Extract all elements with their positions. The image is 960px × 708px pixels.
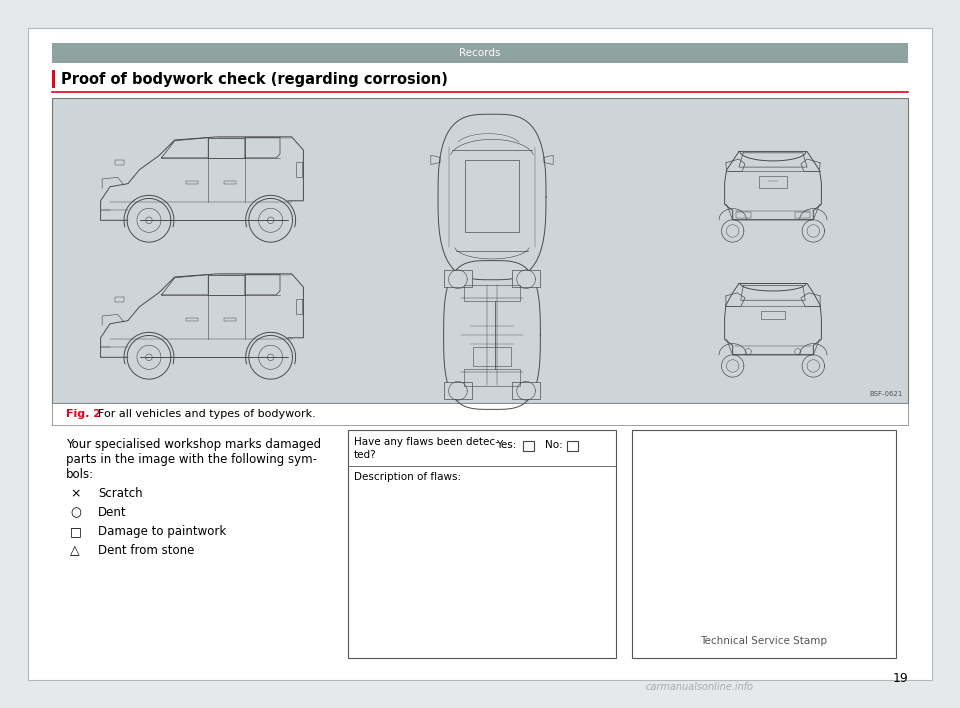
Bar [464, 369, 520, 387]
Text: Scratch: Scratch [98, 487, 143, 500]
Text: Description of flaws:: Description of flaws: [354, 472, 461, 482]
Bar [444, 270, 471, 287]
Text: Your specialised workshop marks damaged: Your specialised workshop marks damaged [66, 438, 322, 451]
Text: Dent from stone: Dent from stone [98, 544, 194, 557]
Text: For all vehicles and types of bodywork.: For all vehicles and types of bodywork. [98, 409, 316, 419]
Bar [465, 159, 519, 232]
Bar [473, 348, 511, 366]
Text: parts in the image with the following sym-: parts in the image with the following sy… [66, 453, 317, 466]
Bar [52, 43, 908, 63]
Text: Dent: Dent [98, 506, 127, 519]
Bar [186, 181, 198, 184]
Bar [224, 181, 235, 184]
Bar [348, 430, 616, 658]
Bar [513, 382, 540, 399]
Text: Technical Service Stamp: Technical Service Stamp [701, 636, 828, 646]
Text: BSF-0621: BSF-0621 [870, 391, 903, 397]
Text: ○: ○ [70, 506, 81, 519]
Text: Have any flaws been detec-: Have any flaws been detec- [354, 437, 499, 447]
Bar [186, 319, 198, 321]
Text: bols:: bols: [66, 468, 94, 481]
Text: 19: 19 [892, 672, 908, 685]
Bar [464, 285, 520, 301]
Bar [760, 312, 785, 319]
Text: Proof of bodywork check (regarding corrosion): Proof of bodywork check (regarding corro… [61, 72, 448, 87]
Bar [795, 212, 810, 218]
Text: ted?: ted? [354, 450, 376, 460]
Text: □: □ [70, 525, 82, 538]
Bar [52, 70, 55, 88]
Bar [444, 382, 471, 399]
Text: Records: Records [459, 49, 501, 59]
Bar [224, 319, 235, 321]
Text: ×: × [70, 487, 81, 500]
Bar [759, 176, 786, 188]
Text: △: △ [70, 544, 80, 557]
Bar [523, 441, 534, 451]
Text: carmanualsonline.info: carmanualsonline.info [646, 682, 754, 692]
Bar [735, 212, 752, 218]
Text: Yes:: Yes: [496, 440, 516, 450]
Text: Fig. 2: Fig. 2 [66, 409, 101, 419]
Bar [513, 270, 540, 287]
Bar [52, 98, 908, 403]
Bar [632, 430, 896, 658]
Text: Damage to paintwork: Damage to paintwork [98, 525, 227, 538]
Text: No:: No: [545, 440, 563, 450]
Bar [567, 441, 578, 451]
Bar [52, 403, 908, 425]
